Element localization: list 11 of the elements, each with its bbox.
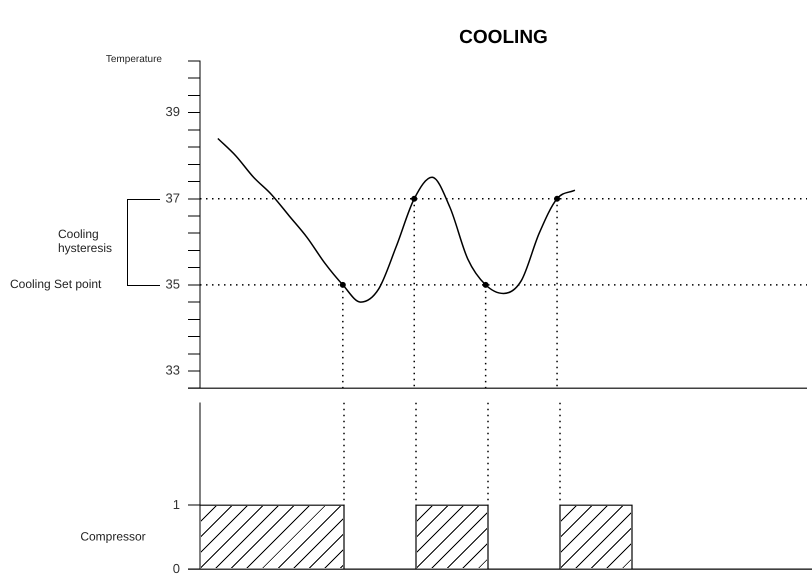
y-tick-label: 35 [166,276,180,292]
chart-title: COOLING [459,27,548,48]
y-tick-label: 33 [166,362,180,378]
y-tick-label: 39 [166,104,180,120]
text: Cooling hysteresis [58,227,112,256]
y-tick-label: 37 [166,190,180,206]
y-tick-label: 0 [172,560,180,576]
y-axis-title: Compressor [80,530,146,544]
ref-line-label: Cooling Set point [10,277,102,292]
y-axis-title: Temperature [106,54,162,65]
y-tick-label: 1 [172,496,180,512]
